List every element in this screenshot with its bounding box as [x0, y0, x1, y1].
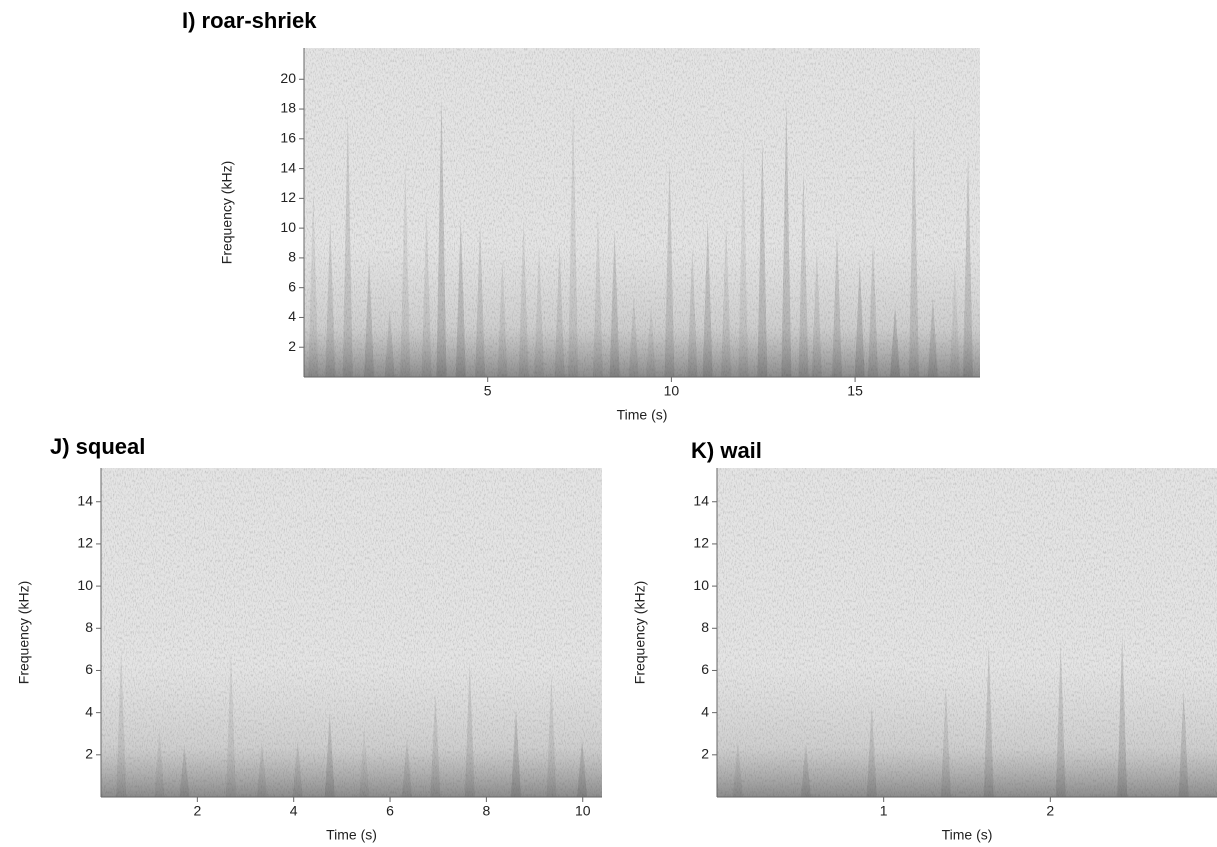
x-tick-label: 5	[484, 383, 492, 399]
y-tick-label: 10	[693, 577, 709, 593]
spectrogram-panel: J) squeal 2 4 6 8 10 12 14 2 4 6 8 10 Time (s) Frequen…	[16, 434, 602, 843]
x-tick-label: 2	[1046, 803, 1054, 819]
y-tick-label: 2	[288, 338, 296, 354]
x-tick-label: 1	[880, 803, 888, 819]
y-tick-label: 14	[280, 159, 296, 175]
y-tick-label: 8	[701, 619, 709, 635]
spectrogram-floor	[101, 468, 602, 797]
y-axis-label: Frequency (kHz)	[632, 581, 648, 684]
y-tick-label: 20	[280, 70, 296, 86]
spectrogram-floor	[304, 48, 980, 377]
spectrogram-panel: I) roar-shriek 2 4 6 8 10 12 14 16 18 20 5 10 15 Time …	[182, 8, 980, 423]
x-tick-label: 4	[290, 803, 298, 819]
y-tick-label: 6	[701, 661, 709, 677]
y-tick-label: 6	[288, 278, 296, 294]
y-tick-label: 18	[280, 100, 296, 116]
x-tick-label: 15	[847, 383, 863, 399]
y-tick-label: 6	[85, 661, 93, 677]
x-tick-label: 10	[575, 803, 591, 819]
y-tick-label: 4	[85, 703, 93, 719]
panel-title: I) roar-shriek	[182, 8, 317, 33]
y-tick-label: 4	[701, 703, 709, 719]
x-tick-label: 8	[482, 803, 490, 819]
y-tick-label: 12	[77, 535, 93, 551]
x-tick-label: 2	[193, 803, 201, 819]
y-tick-label: 14	[77, 492, 93, 508]
x-axis-label: Time (s)	[617, 407, 668, 423]
y-tick-label: 16	[280, 130, 296, 146]
y-tick-label: 10	[77, 577, 93, 593]
y-axis-label: Frequency (kHz)	[16, 581, 32, 684]
y-tick-label: 2	[701, 746, 709, 762]
x-axis-label: Time (s)	[942, 827, 993, 843]
panel-title: K) wail	[691, 438, 762, 463]
y-tick-label: 14	[693, 492, 709, 508]
y-axis-label: Frequency (kHz)	[219, 161, 235, 264]
y-tick-label: 4	[288, 308, 296, 324]
y-tick-label: 8	[85, 619, 93, 635]
x-tick-label: 10	[664, 383, 680, 399]
y-tick-label: 8	[288, 249, 296, 265]
y-tick-label: 10	[280, 219, 296, 235]
y-tick-label: 12	[280, 189, 296, 205]
y-tick-label: 2	[85, 746, 93, 762]
panel-title: J) squeal	[50, 434, 145, 459]
x-tick-label: 6	[386, 803, 394, 819]
x-axis-label: Time (s)	[326, 827, 377, 843]
spectrogram-floor	[717, 468, 1217, 797]
y-tick-label: 12	[693, 535, 709, 551]
